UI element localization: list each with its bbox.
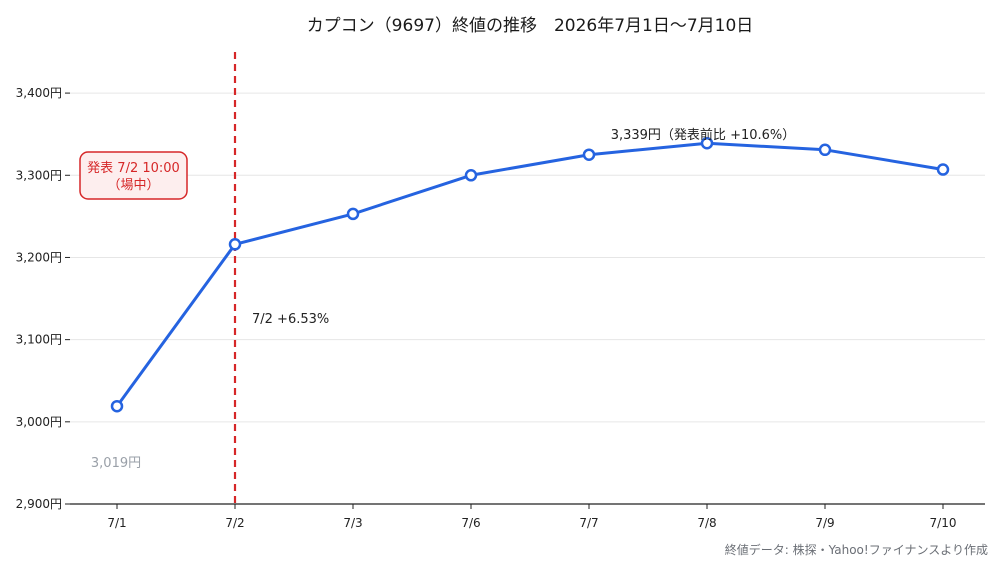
x-tick-label: 7/2 <box>225 516 244 530</box>
peak-annotation: 3,339円（発表前比 +10.6%） <box>611 127 796 143</box>
data-point <box>464 169 478 182</box>
y-tick-label: 3,200円 <box>16 250 62 264</box>
y-tick-label: 3,000円 <box>16 415 62 429</box>
y-tick-layer: 2,900円 3,000円 3,100円 3,200円 3,300円 3,400円 <box>16 86 70 511</box>
grid-layer <box>70 92 985 423</box>
x-tick-label: 7/8 <box>697 516 716 530</box>
chart-title: カプコン（9697）終値の推移 2026年7月1日〜7月10日 <box>307 16 754 36</box>
data-point <box>700 136 714 150</box>
start-value-annotation: 3,019円 <box>91 456 141 471</box>
x-tick-label: 7/6 <box>461 516 480 530</box>
event-layer: 発表 7/2 10:00 （場中） <box>79 52 237 504</box>
series-line <box>115 141 945 408</box>
y-tick-label: 3,400円 <box>16 86 62 100</box>
data-point <box>228 238 242 251</box>
x-tick-layer: 7/1 7/2 7/3 7/6 7/7 7/8 7/9 7/10 <box>107 504 956 530</box>
y-tick-label: 2,900円 <box>16 497 62 511</box>
x-tick-label: 7/3 <box>343 516 362 530</box>
axis-layer <box>70 503 985 505</box>
x-tick-label: 7/1 <box>107 516 126 530</box>
x-tick-label: 7/10 <box>930 516 957 530</box>
change-annotation: 7/2 +6.53% <box>252 312 329 327</box>
y-tick-label: 3,300円 <box>16 168 62 182</box>
source-note: 終値データ: 株探・Yahoo!ファイナンスより作成 <box>725 542 988 557</box>
x-tick-label: 7/7 <box>579 516 598 530</box>
x-tick-label: 7/9 <box>815 516 834 530</box>
points-layer <box>110 136 950 413</box>
event-label-line1: 発表 7/2 10:00 <box>87 161 180 176</box>
event-label-box <box>79 151 188 200</box>
event-label-line2: （場中） <box>107 178 159 193</box>
data-point <box>346 207 360 221</box>
y-tick-label: 3,100円 <box>16 333 62 347</box>
data-point <box>818 143 832 157</box>
data-point <box>110 399 124 413</box>
data-point <box>582 148 596 161</box>
data-point <box>936 163 950 176</box>
series-layer <box>110 136 950 413</box>
